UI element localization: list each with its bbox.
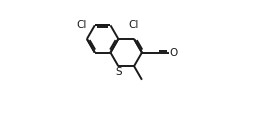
Text: S: S bbox=[115, 67, 122, 77]
Text: Cl: Cl bbox=[129, 20, 139, 30]
Text: O: O bbox=[169, 48, 178, 58]
Text: Cl: Cl bbox=[77, 20, 87, 30]
